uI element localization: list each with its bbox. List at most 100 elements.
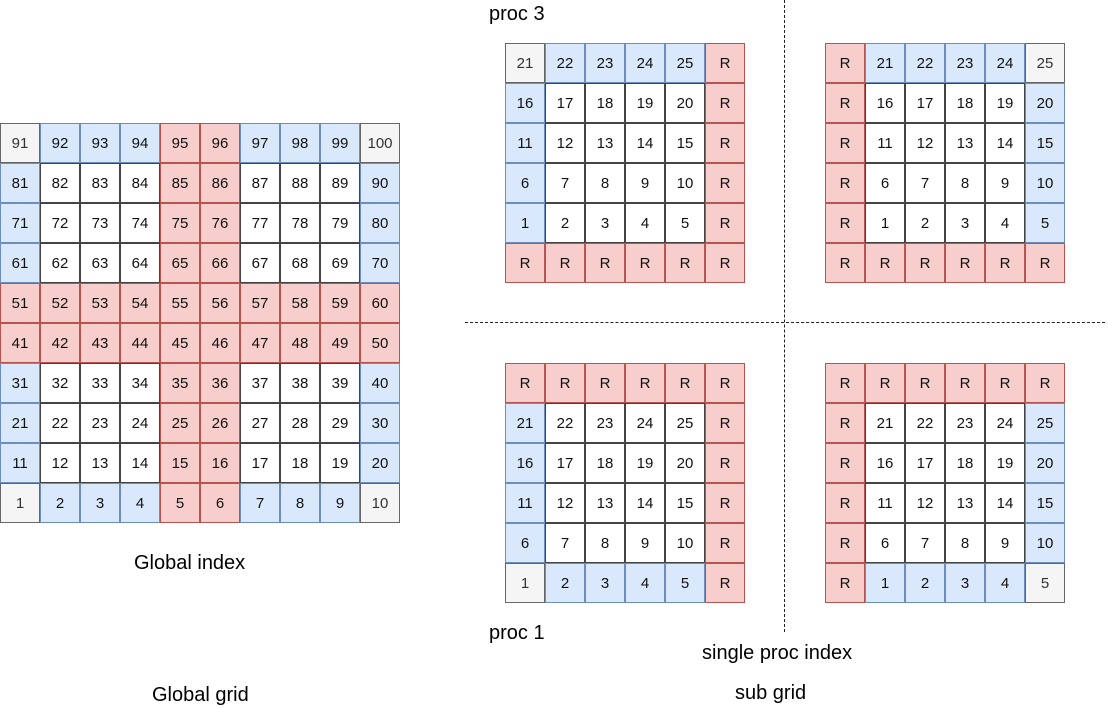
grid-cell: 68 <box>280 243 320 283</box>
grid-cell: 29 <box>320 403 360 443</box>
grid-cell: 25 <box>665 43 705 83</box>
grid-cell: 82 <box>40 163 80 203</box>
grid-cell: 9 <box>985 523 1025 563</box>
grid-cell: 37 <box>240 363 280 403</box>
grid-cell: 2 <box>545 203 585 243</box>
grid-cell: R <box>825 443 865 483</box>
grid-cell: 30 <box>360 403 400 443</box>
grid-cell: 15 <box>665 123 705 163</box>
grid-cell: 96 <box>200 123 240 163</box>
grid-cell: 22 <box>905 43 945 83</box>
grid-cell: 65 <box>160 243 200 283</box>
grid-cell: 1 <box>0 483 40 523</box>
grid-cell: R <box>545 363 585 403</box>
grid-cell: 78 <box>280 203 320 243</box>
grid-cell: 13 <box>585 483 625 523</box>
grid-cell: 42 <box>40 323 80 363</box>
grid-cell: 19 <box>625 83 665 123</box>
grid-cell: 93 <box>80 123 120 163</box>
grid-cell: 79 <box>320 203 360 243</box>
grid-cell: 9 <box>985 163 1025 203</box>
grid-cell: 27 <box>240 403 280 443</box>
grid-cell: 9 <box>625 163 665 203</box>
grid-cell: R <box>825 563 865 603</box>
grid-cell: 13 <box>585 123 625 163</box>
grid-cell: R <box>825 123 865 163</box>
grid-cell: 89 <box>320 163 360 203</box>
grid-cell: 26 <box>200 403 240 443</box>
grid-cell: 15 <box>665 483 705 523</box>
grid-cell: R <box>825 203 865 243</box>
grid-cell: 5 <box>1025 203 1065 243</box>
grid-cell: 16 <box>505 443 545 483</box>
grid-cell: 31 <box>0 363 40 403</box>
grid-cell: R <box>1025 243 1065 283</box>
grid-cell: 7 <box>905 523 945 563</box>
grid-cell: R <box>825 483 865 523</box>
grid-cell: 3 <box>945 203 985 243</box>
grid-cell: 14 <box>985 483 1025 523</box>
grid-cell: R <box>705 443 745 483</box>
grid-cell: R <box>665 243 705 283</box>
grid-cell: 5 <box>665 563 705 603</box>
grid-cell: 45 <box>160 323 200 363</box>
grid-cell: 40 <box>360 363 400 403</box>
horizontal-divider <box>465 322 1105 323</box>
grid-cell: R <box>825 363 865 403</box>
grid-cell: 18 <box>945 83 985 123</box>
grid-cell: 17 <box>545 83 585 123</box>
grid-cell: 6 <box>865 163 905 203</box>
grid-cell: R <box>705 123 745 163</box>
grid-cell: 12 <box>545 483 585 523</box>
grid-cell: 9 <box>320 483 360 523</box>
grid-cell: 8 <box>280 483 320 523</box>
grid-cell: 19 <box>985 443 1025 483</box>
grid-cell: 23 <box>945 43 985 83</box>
grid-cell: 77 <box>240 203 280 243</box>
grid-cell: 9 <box>625 523 665 563</box>
grid-cell: 4 <box>625 203 665 243</box>
proc3-label: proc 3 <box>489 3 545 25</box>
grid-cell: 64 <box>120 243 160 283</box>
grid-cell: 55 <box>160 283 200 323</box>
grid-cell: 18 <box>945 443 985 483</box>
grid-cell: 25 <box>1025 43 1065 83</box>
grid-cell: 66 <box>200 243 240 283</box>
grid-cell: R <box>625 243 665 283</box>
grid-cell: 21 <box>865 403 905 443</box>
grid-cell: 16 <box>865 443 905 483</box>
proc1-subgrid-left: R R R R R R 21 22 23 24 25 R 16 17 18 19 20 R 11 12 13 14 15 R 6… <box>505 363 745 603</box>
grid-cell: R <box>985 243 1025 283</box>
grid-cell: 87 <box>240 163 280 203</box>
grid-cell: 90 <box>360 163 400 203</box>
grid-cell: 86 <box>200 163 240 203</box>
grid-cell: 11 <box>865 123 905 163</box>
grid-cell: 12 <box>40 443 80 483</box>
grid-cell: 21 <box>0 403 40 443</box>
grid-cell: 32 <box>40 363 80 403</box>
grid-cell: 24 <box>985 43 1025 83</box>
grid-cell: 17 <box>240 443 280 483</box>
grid-cell: 2 <box>545 563 585 603</box>
grid-cell: 17 <box>545 443 585 483</box>
grid-cell: R <box>705 83 745 123</box>
grid-cell: 12 <box>545 123 585 163</box>
grid-cell: 1 <box>865 203 905 243</box>
grid-cell: 46 <box>200 323 240 363</box>
grid-cell: 25 <box>160 403 200 443</box>
grid-cell: 4 <box>625 563 665 603</box>
grid-cell: 81 <box>0 163 40 203</box>
grid-cell: 70 <box>360 243 400 283</box>
grid-cell: 23 <box>585 403 625 443</box>
grid-cell: 17 <box>905 443 945 483</box>
grid-cell: R <box>585 243 625 283</box>
grid-cell: 15 <box>160 443 200 483</box>
grid-cell: R <box>665 363 705 403</box>
grid-cell: 51 <box>0 283 40 323</box>
grid-cell: 20 <box>1025 443 1065 483</box>
grid-cell: 19 <box>625 443 665 483</box>
grid-cell: R <box>705 483 745 523</box>
grid-cell: 15 <box>1025 123 1065 163</box>
grid-cell: 16 <box>200 443 240 483</box>
grid-cell: 53 <box>80 283 120 323</box>
